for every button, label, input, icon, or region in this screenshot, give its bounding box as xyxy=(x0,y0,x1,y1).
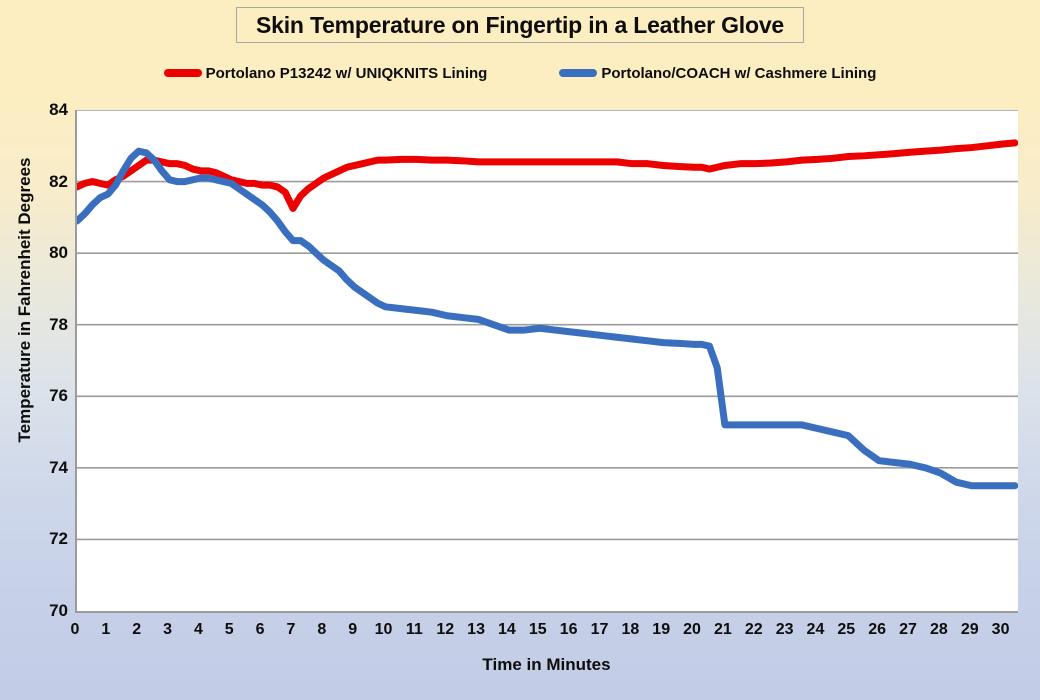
x-tick-label: 2 xyxy=(132,621,142,638)
x-tick-label: 5 xyxy=(224,621,234,638)
page-title: Skin Temperature on Fingertip in a Leath… xyxy=(255,11,785,38)
x-tick-label: 25 xyxy=(837,621,856,638)
y-tick-label: 74 xyxy=(49,457,68,477)
x-tick-label: 13 xyxy=(467,621,485,638)
x-tick-label: 3 xyxy=(163,621,172,638)
plot-svg xyxy=(77,110,1018,541)
x-tick-label: 8 xyxy=(317,621,327,638)
x-axis-tick-labels: 0 1 2 3 4 5 6 7 8 9 10 11 12 13 14 15 16 17 18 19 20 21 22 23 24… xyxy=(71,621,1018,645)
y-tick-label: 84 xyxy=(49,100,68,119)
y-tick-label: 82 xyxy=(49,171,68,191)
x-tick-label: 17 xyxy=(590,621,609,638)
series-line-red xyxy=(77,139,1018,212)
y-tick-label: 70 xyxy=(49,601,68,620)
y-tick-label: 78 xyxy=(49,314,68,334)
y-tick-label: 72 xyxy=(49,529,68,549)
x-tick-label: 15 xyxy=(528,621,547,638)
x-tick-label: 30 xyxy=(991,621,1010,638)
x-tick-label: 29 xyxy=(960,621,979,638)
x-tick-label: 26 xyxy=(868,621,887,638)
legend-item-red[interactable]: Portolano P13242 w/ UNIQKNITS Lining xyxy=(163,64,488,82)
y-tick-label: 76 xyxy=(49,386,68,406)
legend-label-red: Portolano P13242 w/ UNIQKNITS Lining xyxy=(205,64,488,82)
x-tick-label: 22 xyxy=(744,621,763,638)
x-tick-label: 28 xyxy=(929,621,948,638)
x-tick-label: 14 xyxy=(498,621,516,638)
y-tick-label: 80 xyxy=(49,243,68,263)
x-tick-label: 20 xyxy=(683,621,701,638)
x-tick-label: 7 xyxy=(286,621,296,638)
legend-label-blue: Portolano/COACH w/ Cashmere Lining xyxy=(601,64,877,82)
x-tick-label: 1 xyxy=(101,621,111,638)
x-tick-label: 21 xyxy=(713,621,732,638)
y-axis-tick-labels: 70 72 74 76 78 80 82 84 xyxy=(0,100,68,620)
legend-item-blue[interactable]: Portolano/COACH w/ Cashmere Lining xyxy=(559,65,876,82)
legend-swatch-red-icon xyxy=(163,69,202,77)
x-tick-label: 27 xyxy=(899,621,917,638)
x-tick-label: 10 xyxy=(374,621,393,638)
x-tick-label: 24 xyxy=(806,621,825,638)
x-tick-label: 19 xyxy=(652,621,671,638)
x-tick-label: 12 xyxy=(436,621,455,638)
x-tick-label: 11 xyxy=(405,621,423,638)
x-tick-label: 23 xyxy=(775,621,794,638)
x-tick-label: 9 xyxy=(348,621,358,638)
chart-title-box: Skin Temperature on Fingertip in a Leath… xyxy=(236,7,804,43)
x-tick-label: 18 xyxy=(621,621,640,638)
chart-legend: Portolano P13242 w/ UNIQKNITS Lining Por… xyxy=(0,58,1040,88)
legend-swatch-blue-icon xyxy=(559,69,598,77)
x-axis-title: Time in Minutes xyxy=(482,655,611,674)
plot-area xyxy=(75,110,1018,613)
series-line-blue xyxy=(77,147,1018,490)
x-tick-label: 16 xyxy=(559,621,578,638)
x-tick-label: 6 xyxy=(255,621,265,638)
x-tick-label: 4 xyxy=(193,621,203,638)
x-tick-label: 0 xyxy=(70,621,80,638)
